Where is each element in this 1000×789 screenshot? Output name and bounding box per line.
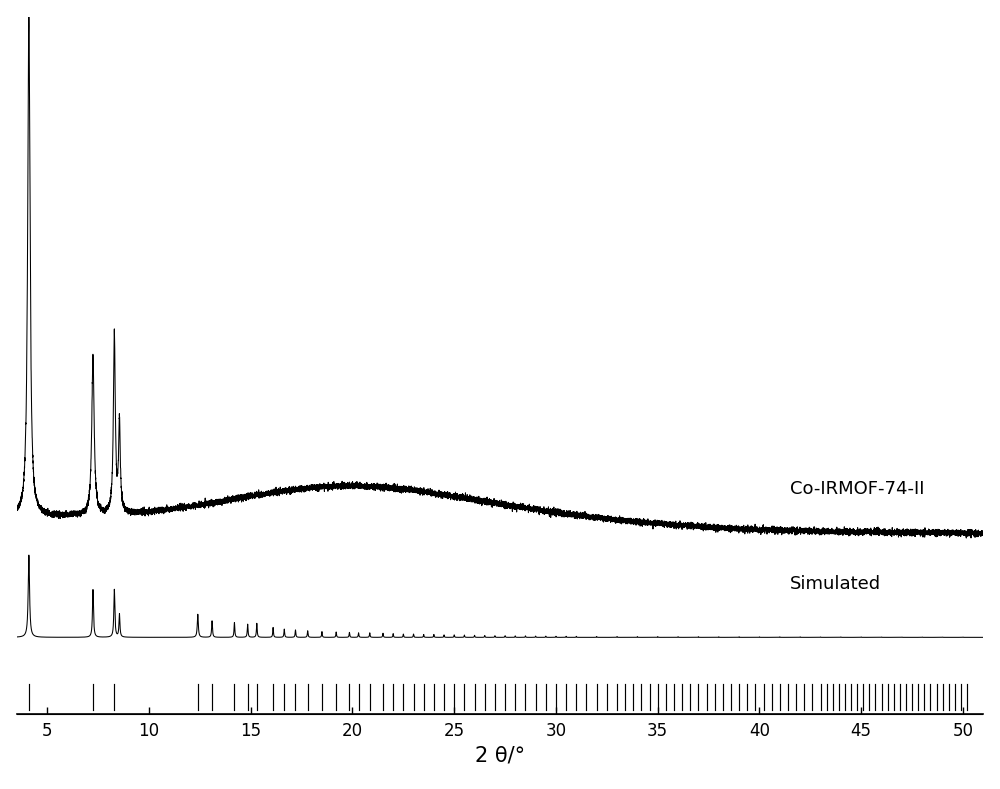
Text: Simulated: Simulated [790, 575, 881, 593]
Text: Co-IRMOF-74-II: Co-IRMOF-74-II [790, 480, 924, 498]
X-axis label: 2 θ/°: 2 θ/° [475, 746, 525, 766]
